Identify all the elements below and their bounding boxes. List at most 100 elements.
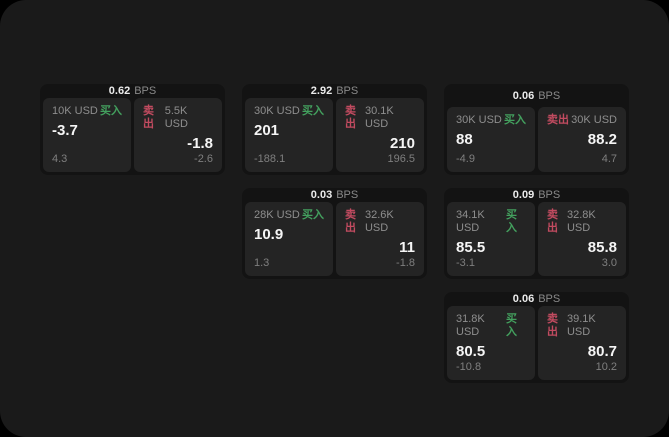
sell-panel[interactable]: 卖出 30K USD 88.2 4.7	[538, 107, 626, 172]
sell-panel-top: 卖出 30.1K USD	[345, 105, 415, 131]
sell-side-label: 卖出	[547, 114, 569, 126]
buy-side-label: 买入	[506, 209, 518, 234]
buy-panel[interactable]: 10K USD 买入 -3.7 4.3	[43, 98, 131, 172]
bps-unit: BPS	[538, 89, 561, 102]
buy-price: 85.5	[456, 239, 486, 256]
quote-card: 0.06 BPS 30K USD 买入 88 -4.9 卖出 30K USD	[444, 84, 629, 175]
buy-panel[interactable]: 30K USD 买入 201 -188.1	[245, 98, 333, 172]
card-body: 28K USD 买入 10.9 1.3 卖出 32.6K USD 11 -1.8	[242, 202, 427, 279]
buy-delta: -3.1	[456, 257, 475, 269]
sell-price: 88.2	[587, 131, 617, 148]
sell-panel-top: 卖出 32.6K USD	[345, 209, 415, 235]
bps-header: 0.03 BPS	[242, 188, 427, 202]
sell-delta: -1.8	[396, 257, 415, 269]
sell-panel[interactable]: 卖出 30.1K USD 210 196.5	[336, 98, 424, 172]
buy-price: 80.5	[456, 343, 486, 360]
bps-unit: BPS	[538, 189, 561, 201]
sell-price: -1.8	[187, 135, 213, 152]
buy-side-label: 买入	[100, 105, 122, 117]
buy-panel-top: 30K USD 买入	[254, 105, 324, 118]
card-body: 30K USD 买入 201 -188.1 卖出 30.1K USD 210 1…	[242, 98, 427, 175]
bps-header: 0.06 BPS	[444, 84, 629, 107]
buy-side-label: 买入	[504, 114, 526, 126]
sell-price: 210	[389, 135, 415, 152]
sell-delta: 3.0	[601, 257, 617, 269]
sell-side-label: 卖出	[345, 105, 356, 130]
sell-panel-top: 卖出 32.8K USD	[547, 209, 617, 235]
buy-side-label: 买入	[506, 313, 518, 338]
sell-amount: 30.1K USD	[364, 105, 394, 130]
sell-panel[interactable]: 卖出 39.1K USD 80.7 10.2	[538, 306, 626, 380]
buy-amount: 28K USD	[254, 209, 300, 221]
buy-amount: 30K USD	[254, 105, 300, 117]
bps-value: 0.03	[310, 189, 333, 201]
buy-panel[interactable]: 28K USD 买入 10.9 1.3	[245, 202, 333, 276]
card-body: 34.1K USD 买入 85.5 -3.1 卖出 32.8K USD 85.8…	[444, 202, 629, 279]
buy-panel-top: 10K USD 买入	[52, 105, 122, 118]
buy-amount: 10K USD	[52, 105, 98, 117]
sell-panel[interactable]: 卖出 32.8K USD 85.8 3.0	[538, 202, 626, 276]
bps-header: 0.62 BPS	[40, 84, 225, 98]
sell-amount: 5.5K USD	[164, 105, 188, 130]
sell-delta: 4.7	[601, 153, 617, 165]
buy-price: -3.7	[52, 122, 78, 139]
bps-unit: BPS	[134, 85, 157, 97]
buy-price: 201	[254, 122, 280, 139]
bps-unit: BPS	[336, 85, 359, 97]
sell-delta: 10.2	[595, 361, 617, 373]
bps-value: 0.06	[512, 293, 535, 305]
sell-panel-top: 卖出 39.1K USD	[547, 313, 617, 339]
sell-panel[interactable]: 卖出 5.5K USD -1.8 -2.6	[134, 98, 222, 172]
bps-unit: BPS	[538, 293, 561, 305]
buy-panel-top: 34.1K USD 买入	[456, 209, 526, 235]
bps-value: 2.92	[310, 85, 333, 97]
sell-amount: 39.1K USD	[566, 313, 596, 338]
sell-amount: 32.8K USD	[566, 209, 596, 234]
buy-panel-top: 30K USD 买入	[456, 114, 526, 127]
card-body: 30K USD 买入 88 -4.9 卖出 30K USD 88.2 4.7	[444, 107, 629, 175]
buy-delta: -4.9	[456, 153, 475, 165]
sell-side-label: 卖出	[547, 209, 558, 234]
quote-card: 0.06 BPS 31.8K USD 买入 80.5 -10.8 卖出 39.1…	[444, 292, 629, 383]
sell-side-label: 卖出	[547, 313, 558, 338]
buy-amount: 34.1K USD	[456, 209, 485, 234]
bps-header: 0.06 BPS	[444, 292, 629, 306]
buy-delta: 4.3	[52, 153, 68, 165]
sell-delta: -2.6	[194, 153, 213, 165]
quote-card: 0.09 BPS 34.1K USD 买入 85.5 -3.1 卖出 32.8K…	[444, 188, 629, 279]
buy-side-label: 买入	[302, 209, 324, 221]
bps-value: 0.09	[512, 189, 535, 201]
quote-card-grid: 0.62 BPS 10K USD 买入 -3.7 4.3 卖出 5.5K USD	[40, 84, 629, 383]
sell-amount: 30K USD	[571, 114, 617, 126]
sell-panel[interactable]: 卖出 32.6K USD 11 -1.8	[336, 202, 424, 276]
bps-header: 0.09 BPS	[444, 188, 629, 202]
bps-unit: BPS	[336, 189, 359, 201]
buy-panel[interactable]: 30K USD 买入 88 -4.9	[447, 107, 535, 172]
sell-amount: 32.6K USD	[364, 209, 394, 234]
card-body: 31.8K USD 买入 80.5 -10.8 卖出 39.1K USD 80.…	[444, 306, 629, 383]
buy-amount: 30K USD	[456, 114, 502, 126]
buy-panel-top: 28K USD 买入	[254, 209, 324, 222]
buy-delta: -10.8	[456, 361, 482, 373]
quote-card: 2.92 BPS 30K USD 买入 201 -188.1 卖出 30.1K …	[242, 84, 427, 175]
quote-card: 0.03 BPS 28K USD 买入 10.9 1.3 卖出 32.6K US…	[242, 188, 427, 279]
card-body: 10K USD 买入 -3.7 4.3 卖出 5.5K USD -1.8 -2.…	[40, 98, 225, 175]
buy-delta: 1.3	[254, 257, 270, 269]
buy-panel-top: 31.8K USD 买入	[456, 313, 526, 339]
buy-panel[interactable]: 31.8K USD 买入 80.5 -10.8	[447, 306, 535, 380]
sell-price: 80.7	[587, 343, 617, 360]
buy-panel[interactable]: 34.1K USD 买入 85.5 -3.1	[447, 202, 535, 276]
sell-panel-top: 卖出 30K USD	[547, 114, 617, 127]
sell-side-label: 卖出	[345, 209, 356, 234]
bps-value: 0.06	[512, 89, 535, 102]
buy-side-label: 买入	[302, 105, 324, 117]
quote-card: 0.62 BPS 10K USD 买入 -3.7 4.3 卖出 5.5K USD	[40, 84, 225, 175]
sell-price: 11	[399, 239, 415, 256]
buy-delta: -188.1	[254, 153, 286, 165]
sell-panel-top: 卖出 5.5K USD	[143, 105, 213, 131]
buy-amount: 31.8K USD	[456, 313, 485, 338]
sell-delta: 196.5	[387, 153, 415, 165]
bps-header: 2.92 BPS	[242, 84, 427, 98]
buy-price: 88	[456, 131, 473, 148]
